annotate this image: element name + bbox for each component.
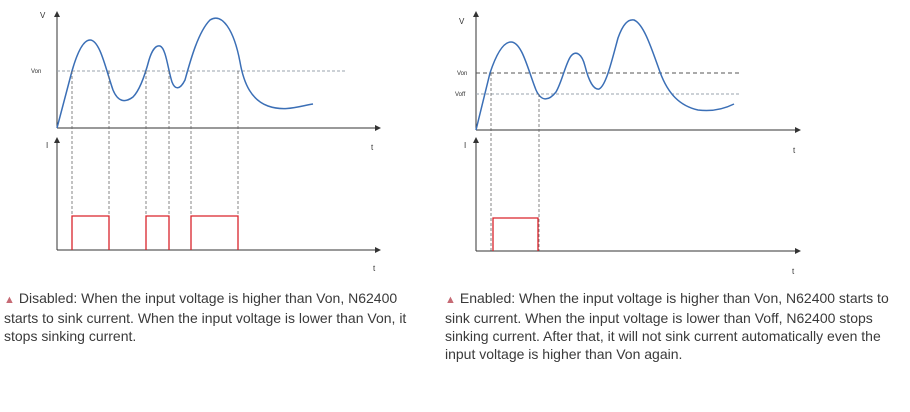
right-panel: V t Von Voff I t xyxy=(455,11,801,276)
caption-enabled-text: Enabled: When the input voltage is highe… xyxy=(445,290,889,362)
left-time-axis-label-top: t xyxy=(371,143,374,152)
right-pulse-1 xyxy=(492,217,539,251)
left-current-axis-label: I xyxy=(46,141,48,150)
left-pulse-1 xyxy=(71,215,110,250)
left-guide-lines xyxy=(71,71,239,250)
right-von-label: Von xyxy=(457,71,467,77)
left-pulse-2 xyxy=(145,215,170,250)
bullet-triangle-icon: ▲ xyxy=(445,294,456,306)
bullet-triangle-icon: ▲ xyxy=(4,294,15,306)
left-pulse-3 xyxy=(190,215,239,250)
caption-disabled-text: Disabled: When the input voltage is high… xyxy=(4,290,407,344)
left-panel: V t Von I t xyxy=(31,11,381,273)
left-current-pulses xyxy=(71,215,239,250)
right-time-axis-label-top: t xyxy=(793,146,796,155)
left-voltage-curve xyxy=(56,17,314,129)
right-current-axis-label: I xyxy=(464,141,466,150)
caption-disabled: ▲ Disabled: When the input voltage is hig… xyxy=(4,289,434,345)
right-guide-lines xyxy=(490,73,540,251)
right-voltage-axis-label: V xyxy=(459,17,465,26)
left-voltage-axis-label: V xyxy=(40,11,46,20)
figure-diagrams: V t Von I t V t xyxy=(31,11,801,276)
right-voff-label: Voff xyxy=(455,92,466,98)
left-time-axis-label-bottom: t xyxy=(373,264,376,273)
left-von-label: Von xyxy=(31,69,41,75)
caption-enabled: ▲ Enabled: When the input voltage is high… xyxy=(445,289,900,363)
right-voltage-curve xyxy=(475,19,735,131)
right-time-axis-label-bottom: t xyxy=(792,267,795,276)
